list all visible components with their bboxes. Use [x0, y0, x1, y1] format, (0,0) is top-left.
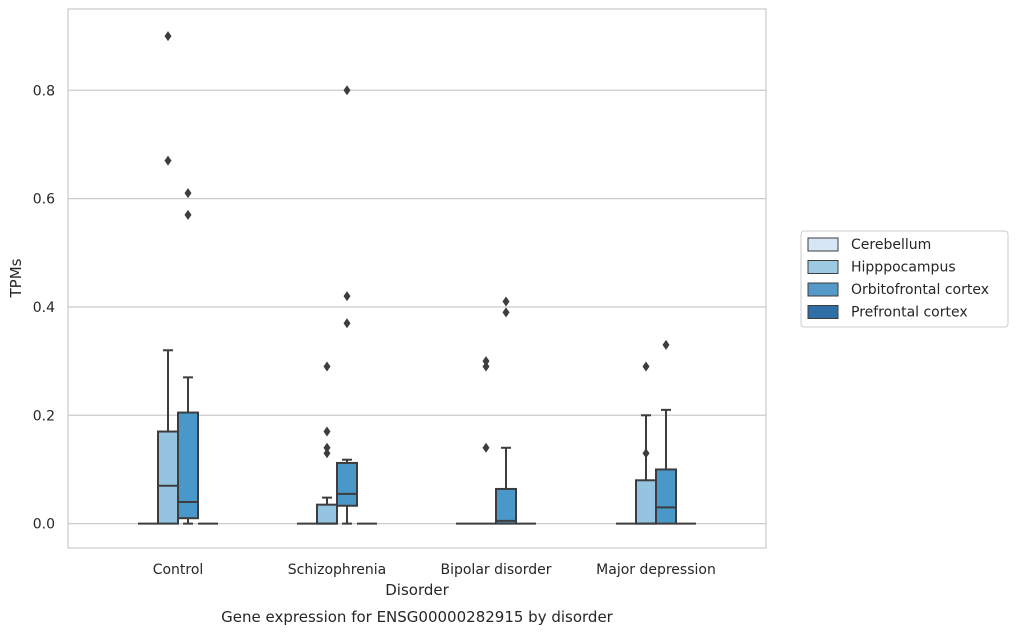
y-axis-title: TPMs: [7, 258, 25, 298]
legend-label: Hipppocampus: [851, 260, 956, 276]
box: [655, 468, 677, 525]
y-tick-label: 0.6: [33, 192, 55, 208]
category-group: [297, 85, 377, 525]
box: [177, 411, 199, 520]
outlier-point: [164, 155, 172, 166]
outlier-point: [323, 442, 331, 453]
x-tick-label: Control: [153, 562, 204, 578]
outlier-point: [502, 307, 510, 318]
outlier-point: [482, 356, 490, 367]
y-tick-label: 0.2: [33, 408, 55, 424]
x-tick-label: Schizophrenia: [288, 562, 386, 578]
category-group: [456, 296, 536, 525]
x-tick-label: Bipolar disorder: [440, 562, 551, 578]
outlier-point: [482, 361, 490, 372]
box: [336, 461, 358, 507]
legend-swatch: [807, 237, 839, 252]
box: [635, 479, 657, 525]
outlier-point: [184, 188, 192, 199]
outlier-point: [323, 361, 331, 372]
outlier-point: [323, 426, 331, 437]
legend: Cerebellum Hipppocampus Orbitofrontal cort…: [800, 230, 1009, 328]
legend-swatch: [807, 260, 839, 274]
y-tick-label: 0.8: [33, 83, 55, 99]
outlier-point: [343, 291, 351, 302]
legend-label: Cerebellum: [851, 237, 931, 253]
legend-swatch: [807, 305, 839, 319]
category-group: [138, 31, 218, 525]
legend-frame: [800, 230, 1009, 328]
outlier-point: [482, 442, 490, 453]
legend-label: Prefrontal cortex: [851, 305, 968, 321]
plot-frame: [67, 8, 767, 549]
outlier-point: [164, 31, 172, 42]
outlier-point: [323, 448, 331, 459]
outlier-point: [343, 318, 351, 329]
y-tick-labels: 0.0 0.2 0.4 0.6 0.8: [33, 83, 55, 532]
x-tick-labels: Control Schizophrenia Bipolar disorder Majo…: [153, 562, 716, 578]
box: [157, 430, 179, 525]
outlier-point: [502, 296, 510, 307]
box: [495, 487, 517, 525]
legend-swatch: [807, 282, 839, 297]
outlier-point: [343, 85, 351, 96]
outlier-point: [642, 361, 650, 372]
outlier-point: [642, 448, 650, 459]
box: [316, 503, 338, 525]
x-axis-title: Disorder: [385, 581, 449, 599]
box-groups: [138, 31, 696, 525]
legend-label: Orbitofrontal cortex: [851, 282, 989, 298]
y-tick-label: 0.4: [33, 300, 55, 316]
outlier-point: [184, 209, 192, 220]
x-tick-label: Major depression: [596, 562, 716, 578]
category-group: [616, 339, 696, 525]
chart-caption: Gene expression for ENSG00000282915 by d…: [221, 608, 614, 626]
outlier-point: [662, 339, 670, 350]
y-tick-label: 0.0: [33, 517, 55, 533]
